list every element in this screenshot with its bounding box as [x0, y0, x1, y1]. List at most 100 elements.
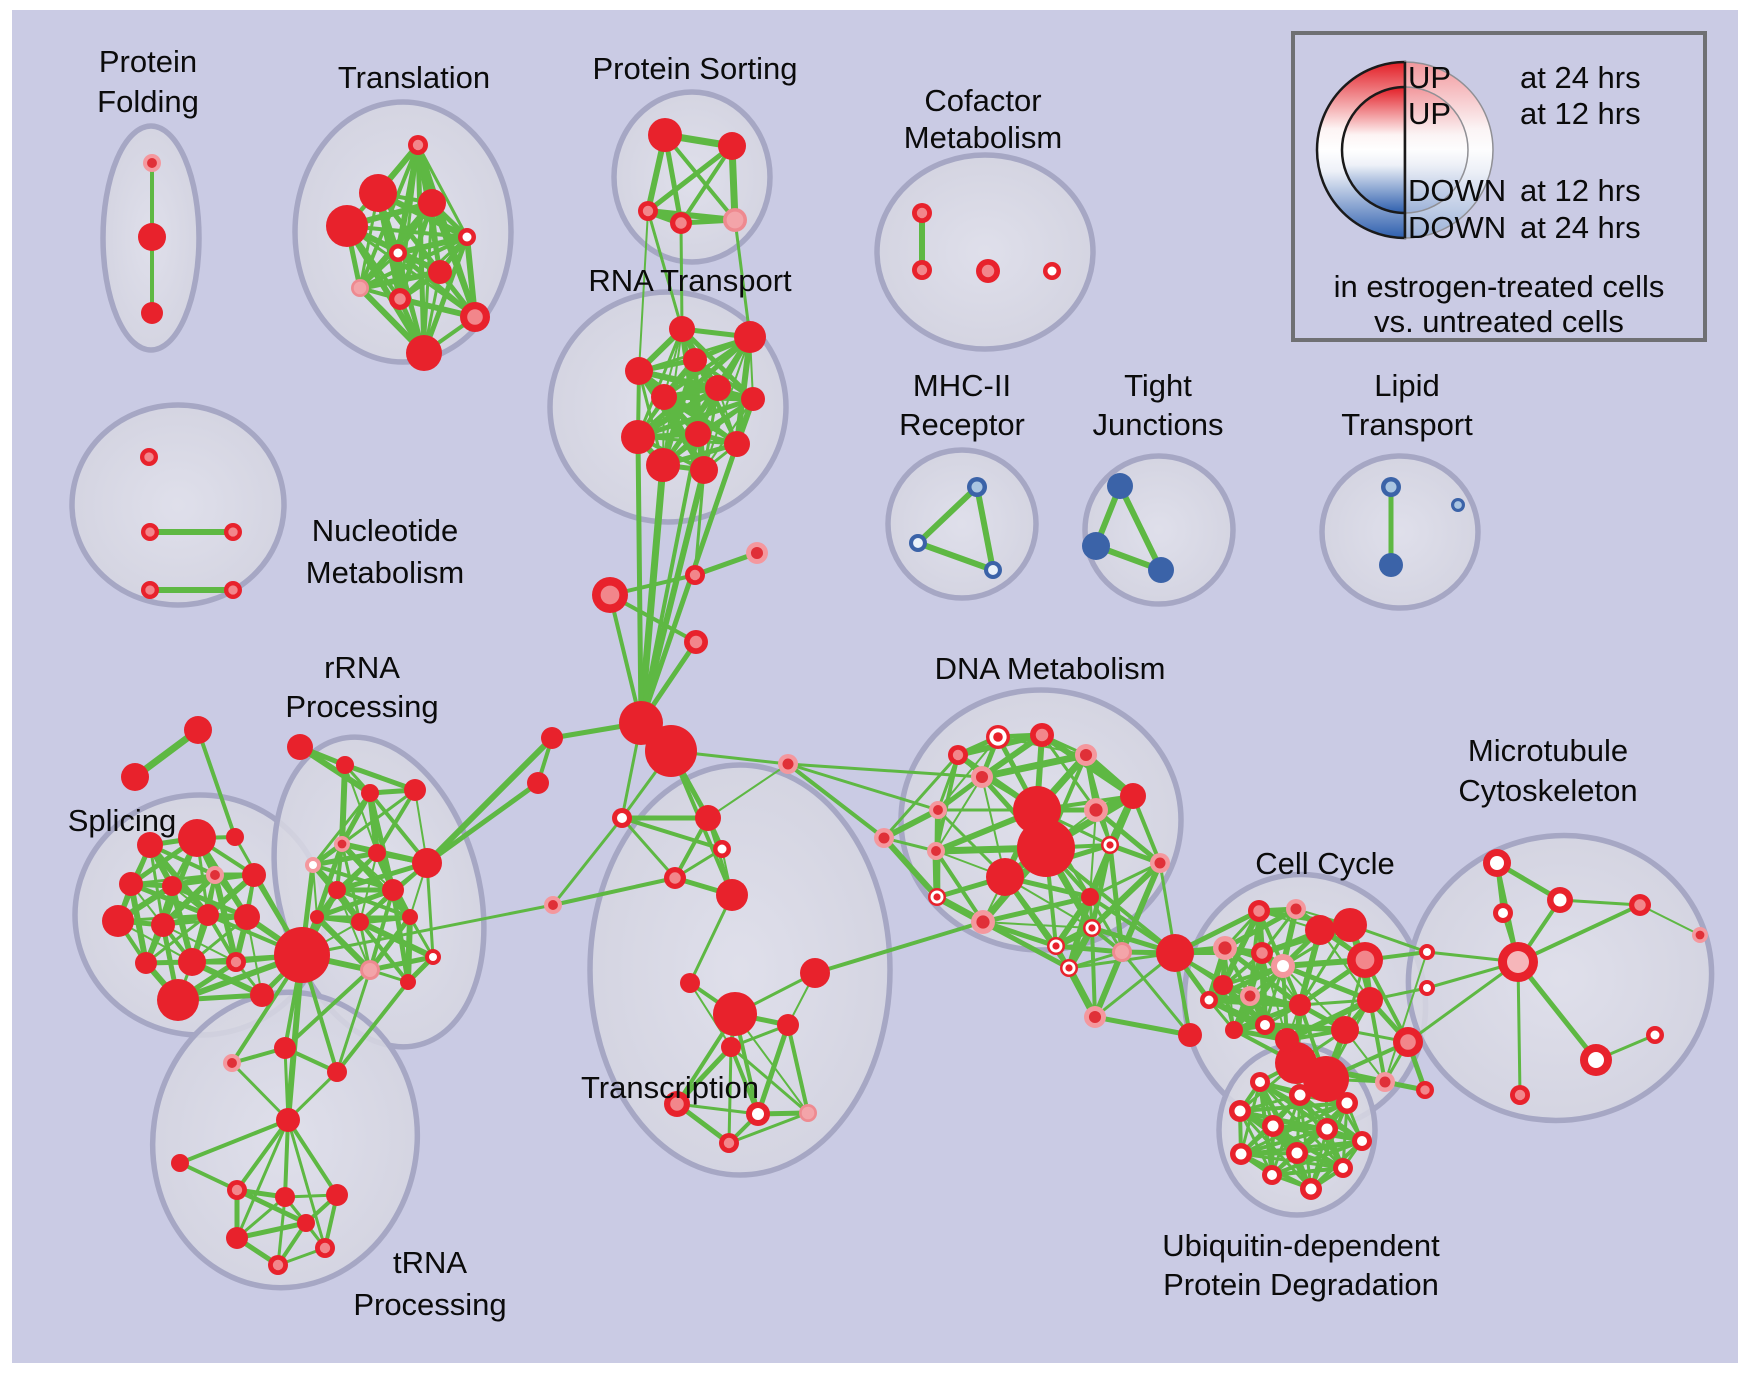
node-spl-7[interactable] — [151, 913, 175, 937]
node-cc-5[interactable] — [1271, 954, 1295, 978]
node-dna-3[interactable] — [971, 766, 993, 788]
node-cc-13[interactable] — [1225, 1021, 1243, 1039]
node-cm-3[interactable] — [1043, 262, 1061, 280]
node-rt-6[interactable] — [741, 387, 765, 411]
node-mc-6[interactable] — [1629, 894, 1651, 916]
node-cc-0[interactable] — [1156, 934, 1194, 972]
node-spl-10[interactable] — [135, 952, 157, 974]
node-pf-0[interactable] — [143, 154, 161, 172]
node-dna-5[interactable] — [1120, 783, 1146, 809]
node-txn-10[interactable] — [746, 1102, 770, 1126]
node-trna-7[interactable] — [326, 1184, 348, 1206]
node-dna-23[interactable] — [948, 745, 968, 765]
node-spl-5[interactable] — [242, 863, 266, 887]
node-rrna-7[interactable] — [412, 848, 442, 878]
node-txn-2[interactable] — [664, 867, 686, 889]
node-rrna-4[interactable] — [334, 836, 350, 852]
node-tj-0[interactable] — [1107, 473, 1133, 499]
node-rrna-15[interactable] — [400, 974, 416, 990]
node-spl-6[interactable] — [102, 905, 134, 937]
node-dna-14[interactable] — [928, 888, 946, 906]
node-tr-6[interactable] — [428, 260, 452, 284]
node-tr-1[interactable] — [359, 174, 397, 212]
node-rrna-10[interactable] — [310, 910, 324, 924]
node-rt-4[interactable] — [705, 375, 731, 401]
node-nm-0[interactable] — [140, 448, 158, 466]
node-mid-12[interactable] — [544, 896, 562, 914]
node-cc-21[interactable] — [1416, 1081, 1434, 1099]
node-trna-9[interactable] — [315, 1238, 335, 1258]
node-dna-21[interactable] — [1084, 1006, 1106, 1028]
node-spl-9[interactable] — [234, 904, 260, 930]
node-mid-5[interactable] — [645, 725, 697, 777]
node-cc-22[interactable] — [1393, 1027, 1423, 1057]
node-tr-2[interactable] — [418, 189, 446, 217]
node-txn-1[interactable] — [713, 840, 731, 858]
node-mc-3[interactable] — [1419, 944, 1435, 960]
node-rrna-5[interactable] — [305, 857, 321, 873]
node-tr-8[interactable] — [389, 288, 411, 310]
node-cc-1[interactable] — [1248, 900, 1270, 922]
node-rt-0[interactable] — [669, 316, 695, 342]
node-dna-12[interactable] — [1101, 836, 1119, 854]
node-tj-1[interactable] — [1082, 532, 1110, 560]
node-mc-2[interactable] — [1493, 903, 1513, 923]
node-mid-9[interactable] — [184, 716, 212, 744]
node-mid-3[interactable] — [684, 630, 708, 654]
node-mc-8[interactable] — [1510, 1085, 1530, 1105]
node-ub-0[interactable] — [1250, 1072, 1270, 1092]
node-mid-11[interactable] — [226, 828, 244, 846]
node-rt-3[interactable] — [625, 357, 653, 385]
node-nm-2[interactable] — [224, 523, 242, 541]
node-rrna-6[interactable] — [368, 844, 386, 862]
node-dna-19[interactable] — [1112, 942, 1132, 962]
node-rrna-14[interactable] — [425, 949, 441, 965]
node-cc-12[interactable] — [1255, 1015, 1275, 1035]
node-cc-8[interactable] — [1347, 942, 1383, 978]
node-cc-2[interactable] — [1286, 899, 1306, 919]
node-dna-9[interactable] — [986, 858, 1024, 896]
node-mid-7[interactable] — [527, 772, 549, 794]
node-txn-3[interactable] — [716, 879, 748, 911]
node-cc-16[interactable] — [1357, 987, 1383, 1013]
node-mc-5[interactable] — [1419, 980, 1435, 996]
node-ub-9[interactable] — [1262, 1165, 1282, 1185]
node-spl-2[interactable] — [119, 872, 143, 896]
node-trna-4[interactable] — [171, 1154, 189, 1172]
node-mid-8[interactable] — [778, 754, 798, 774]
node-trna-2[interactable] — [223, 1054, 241, 1072]
node-mhc-1[interactable] — [909, 534, 927, 552]
node-rrna-1[interactable] — [336, 756, 354, 774]
node-ub-2[interactable] — [1336, 1092, 1358, 1114]
node-tr-5[interactable] — [389, 244, 407, 262]
node-tr-10[interactable] — [406, 335, 442, 371]
node-dna-2[interactable] — [1075, 744, 1097, 766]
node-dna-15[interactable] — [971, 910, 995, 934]
node-mhc-2[interactable] — [984, 561, 1002, 579]
node-dna-11[interactable] — [927, 842, 945, 860]
node-cm-2[interactable] — [976, 259, 1000, 283]
node-spl-11[interactable] — [178, 948, 206, 976]
node-cc-20[interactable] — [1375, 1072, 1395, 1092]
node-ps-3[interactable] — [670, 212, 692, 234]
node-tr-7[interactable] — [351, 279, 369, 297]
node-ps-1[interactable] — [718, 132, 746, 160]
node-cc-9[interactable] — [1213, 975, 1233, 995]
node-rt-1[interactable] — [734, 321, 766, 353]
node-txn-0[interactable] — [695, 805, 721, 831]
node-ub-11[interactable] — [1300, 1178, 1322, 1200]
node-dna-10[interactable] — [874, 828, 894, 848]
node-trna-6[interactable] — [275, 1187, 295, 1207]
node-dna-13[interactable] — [1150, 853, 1170, 873]
node-tr-9[interactable] — [460, 302, 490, 332]
node-spl-13[interactable] — [157, 979, 199, 1021]
node-rrna-0[interactable] — [287, 734, 313, 760]
node-trna-0[interactable] — [276, 1108, 300, 1132]
node-txn-12[interactable] — [719, 1133, 739, 1153]
node-txn-13[interactable] — [612, 808, 632, 828]
node-ps-2[interactable] — [638, 201, 658, 221]
node-dna-6[interactable] — [1084, 798, 1108, 822]
node-tj-2[interactable] — [1148, 557, 1174, 583]
node-mhc-0[interactable] — [967, 477, 987, 497]
node-mid-1[interactable] — [685, 565, 705, 585]
